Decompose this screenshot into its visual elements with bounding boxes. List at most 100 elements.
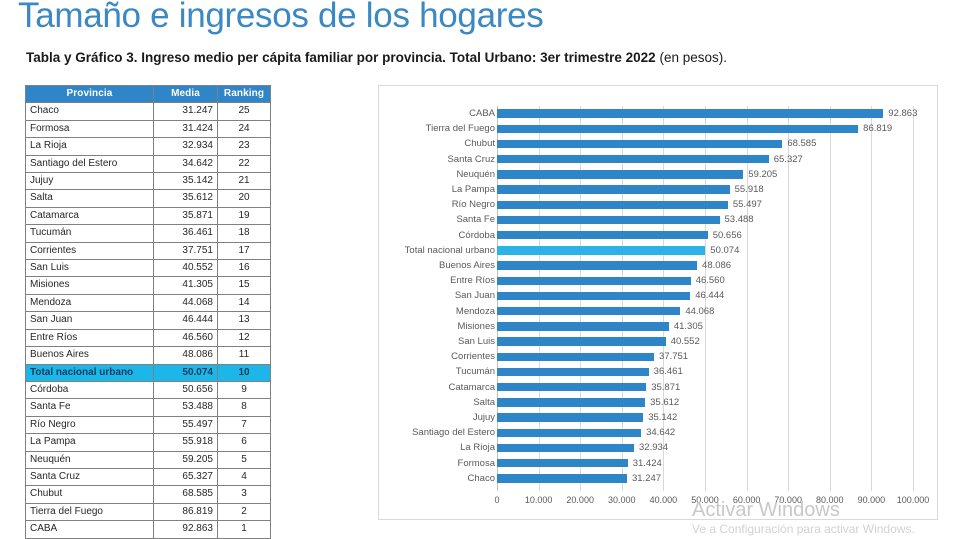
gridline [871,106,873,491]
x-axis-tick-label: 100.000 [896,495,930,505]
chart-bar[interactable] [497,230,708,240]
table-row: Chubut 68.585 3 [25,485,271,504]
chart-bar[interactable] [497,185,730,194]
cell-ranking: 12 [217,328,271,348]
chart-category-label: Tierra del Fuego [425,123,495,135]
chart-bar-row: San Juan 46.444 [379,288,939,303]
chart-category-label: Mendoza [455,305,495,317]
cell-media: 46.560 [153,328,218,348]
cell-media: 37.751 [153,241,218,261]
chart-bar[interactable] [497,200,728,209]
cell-provincia: Misiones [25,276,154,295]
chart-bar[interactable] [497,458,628,468]
cell-media: 68.585 [153,485,218,504]
chart-bar-row: Río Negro 55.497 [379,197,939,212]
chart-bar[interactable] [497,261,698,270]
cell-provincia: Santa Fe [25,398,154,417]
cell-media: 35.612 [153,189,218,208]
cell-provincia: Entre Ríos [25,328,154,348]
chart-bar-track: 31.424 [497,456,939,471]
table-row: Catamarca 35.871 19 [25,206,271,226]
chart-bar[interactable] [497,382,647,392]
chart-bar-row: Santiago del Estero 34.642 [379,425,939,440]
subtitle-light-part: (en pesos). [655,50,727,65]
cell-media: 36.461 [153,224,218,243]
chart-bar-track: 65.327 [497,152,939,167]
chart-bar[interactable] [497,398,646,407]
chart-bar-row: Jujuy 35.142 [379,410,939,425]
chart-bar[interactable] [497,215,720,225]
chart-bar[interactable] [497,124,859,133]
chart-value-label: 31.247 [631,472,662,484]
cell-ranking: 2 [217,502,271,522]
chart-bar-row: Misiones 41.305 [379,319,939,334]
x-axis-tick-label: 60.000 [732,495,761,505]
chart-value-label: 40.552 [670,336,700,347]
chart-bar-row: Tierra del Fuego 86.819 [379,121,939,136]
chart-category-label: Corrientes [451,351,495,363]
chart-bar[interactable] [497,291,691,301]
gridline [705,106,706,491]
cell-ranking: 22 [217,154,271,174]
chart-category-label: Total nacional urbano [404,244,495,256]
chart-category-label: CABA [469,108,495,119]
x-axis-tick-label: 50.000 [691,495,719,505]
cell-provincia: Santiago del Estero [25,154,154,174]
gridline [788,106,790,491]
chart-bar[interactable] [497,337,666,346]
cell-ranking: 23 [217,137,271,156]
cell-provincia: Tierra del Fuego [25,502,154,522]
chart-bar[interactable] [497,246,706,255]
cell-ranking: 13 [217,311,271,330]
cell-media: 44.068 [153,293,218,313]
chart-bar[interactable] [497,109,884,118]
chart-category-label: San Juan [454,290,495,302]
table-row: Tucumán 36.461 18 [25,224,271,243]
chart-value-label: 32.934 [639,442,669,454]
chart-bar-row: Neuquén 59.205 [379,167,939,182]
chart-bar[interactable] [497,322,669,331]
table-row: Santa Fe 53.488 8 [25,398,271,417]
chart-value-label: 50.656 [712,229,742,241]
cell-ranking: 17 [217,241,271,261]
chart-bar[interactable] [497,428,642,437]
cell-ranking: 3 [217,485,271,504]
table-row: Santa Cruz 65.327 4 [25,467,271,487]
cell-provincia: Salta [25,189,154,208]
table-row: Santiago del Estero 34.642 22 [25,154,271,174]
cell-provincia: San Juan [25,311,154,330]
cell-ranking: 4 [217,467,271,487]
chart-bar[interactable] [497,306,681,316]
chart-bar[interactable] [497,443,634,453]
cell-provincia: Formosa [25,119,154,139]
chart-bar[interactable] [497,170,744,179]
chart-bar-row: Córdoba 50.656 [379,228,939,243]
cell-provincia: Chaco [25,102,154,121]
chart-bar-row: Corrientes 37.751 [379,349,939,364]
chart-bar-row: Catamarca 35.871 [379,380,939,395]
x-axis-tick-label: 80.000 [816,495,844,505]
chart-bar[interactable] [497,352,655,361]
cell-media: 86.819 [153,502,218,522]
chart-value-label: 55.497 [732,199,762,211]
chart-bar-track: 86.819 [497,121,939,136]
cell-media: 50.656 [153,380,218,400]
cell-provincia: Río Negro [25,415,154,435]
chart-bar[interactable] [497,139,783,149]
x-axis-tick-label: 70.000 [774,495,802,505]
chart-bar[interactable] [497,367,649,377]
cell-ranking: 7 [217,415,271,435]
chart-bar-track: 37.751 [497,349,939,364]
x-axis-tick-label: 40.000 [649,495,678,505]
cell-ranking: 19 [217,206,271,226]
chart-bar[interactable] [497,154,769,164]
chart-bar-track: 34.642 [497,425,939,440]
chart-bar[interactable] [497,474,627,483]
chart-bar[interactable] [497,276,691,285]
cell-ranking: 15 [217,276,271,295]
chart-category-label: Río Negro [451,199,495,211]
cell-ranking: 18 [217,224,271,243]
chart-bar[interactable] [497,413,644,422]
x-axis-tick-label: 30.000 [608,495,636,505]
chart-bar-track: 40.552 [497,334,939,349]
